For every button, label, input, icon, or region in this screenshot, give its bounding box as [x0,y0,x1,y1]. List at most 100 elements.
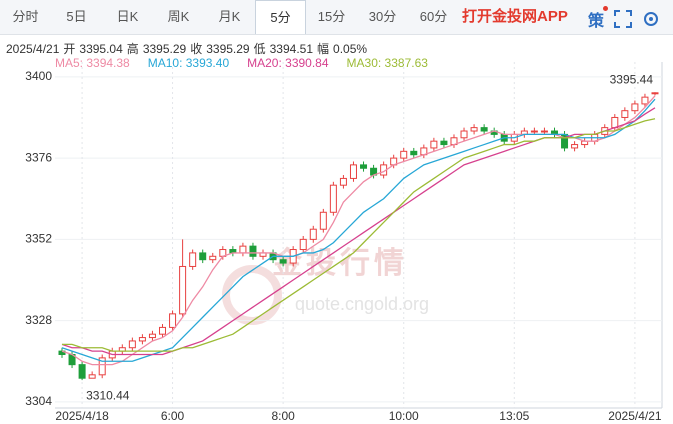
candle-body [510,133,518,142]
candle-body [108,350,116,359]
info-line: 2025/4/21 开 3395.04 高 3395.29 收 3395.29 低 3394.5… [6,40,371,57]
legend-entry: MA10: 3393.40 [147,56,230,70]
tab[interactable]: 5分 [255,0,306,34]
tab[interactable]: 分时 [12,9,39,24]
candle-body [601,127,609,135]
candle-body [380,164,388,176]
candle-body [299,238,307,251]
tab[interactable]: 15分 [317,9,346,24]
candle-body [460,130,468,139]
candle-body [138,337,146,342]
candle-body [329,184,337,213]
candle-body [189,252,197,267]
candle-body [78,364,86,379]
candle-body [58,350,66,355]
tab-bar: 分时 5日 日K 周K 月K 5分 15分 30分 60分 [0,0,673,35]
candle-body [591,133,599,142]
min-label: 3310.44 [86,388,130,402]
candle-body [500,133,508,142]
candle-body [370,167,378,176]
x-tick-label: 10:00 [389,409,419,423]
candle-body [209,255,217,261]
candle-body [480,127,488,132]
tab[interactable]: 30分 [368,9,397,24]
candle-body [520,130,528,135]
x-tick-label: 13:05 [499,409,529,423]
candle-body [249,245,257,257]
x-tick-label: 6:00 [161,409,185,423]
info-label: 幅 [317,42,330,56]
info-value: 0.05% [333,42,368,56]
app-link[interactable]: 打开金投网APP [462,8,568,25]
info-label: 开 [63,42,76,56]
legend: MA5: 3394.38 MA10: 3393.40 MA20: 3390.84 MA… [55,56,446,70]
candle-body [581,140,589,146]
y-tick-label: 3352 [25,232,52,246]
watermark: 金投行情 [271,246,408,280]
candle-body [430,140,438,149]
tab[interactable]: 日K [116,9,139,24]
candle-body [169,313,177,328]
candle-body [128,340,136,349]
candle-body [611,116,619,129]
candle-body [118,347,126,352]
x-tick-label: 2025/4/21 [608,409,662,423]
info-label: 收 [190,42,203,56]
legend-entry: MA30: 3387.63 [346,56,428,70]
candle-body [279,259,287,264]
y-tick-label: 3304 [25,394,52,408]
x-tick-label: 8:00 [271,409,295,423]
ma-line [61,95,656,366]
info-date: 2025/4/21 [6,42,60,56]
candle-body [339,177,347,186]
settings-icon[interactable] [642,10,660,28]
candle-body [561,133,569,149]
candle-body [289,249,297,264]
max-label: 3395.44 [610,72,654,86]
info-value: 3395.04 [79,42,123,56]
candle-body [88,374,96,379]
candle-body [159,326,167,335]
tab[interactable]: 60分 [419,9,448,24]
info-value: 3394.51 [269,42,314,56]
candle-body [540,130,548,133]
candle-body [319,211,327,230]
candle-body [450,137,458,146]
y-tick-label: 3328 [25,313,52,327]
y-tick-label: 3400 [25,69,52,83]
candle-body [530,130,538,133]
candle-body [651,92,659,95]
candle-body [571,144,579,149]
fullscreen-icon[interactable] [614,10,633,28]
strategy-icon[interactable]: 策 [588,6,609,31]
candle-body [199,252,207,261]
ma-line [61,98,656,362]
ma-line [61,107,656,356]
candle-body [269,252,277,261]
candle-body [410,150,418,156]
info-value: 3395.29 [142,42,187,56]
candle-body [68,353,76,366]
tab[interactable]: 月K [218,9,241,24]
candle-body [390,157,398,166]
watermark: quote.cngold.org [295,294,429,314]
candle-body [400,150,408,159]
candle-body [148,333,156,339]
candle-body [470,127,478,132]
info-label: 高 [126,42,139,56]
candle-body [621,110,629,118]
candle-body [550,130,558,135]
candle-body [440,140,448,146]
candle-body [239,245,247,254]
y-tick-label: 3376 [25,150,52,164]
tab[interactable]: 5日 [66,9,87,24]
candle-body [309,228,317,240]
legend-entry: MA5: 3394.38 [55,56,130,70]
candle-body [641,96,649,105]
info-value: 3395.29 [206,42,250,56]
candle-body [349,164,357,179]
candle-body [490,130,498,135]
toolbar-icons: 策 [588,6,660,31]
tab[interactable]: 周K [167,9,190,24]
